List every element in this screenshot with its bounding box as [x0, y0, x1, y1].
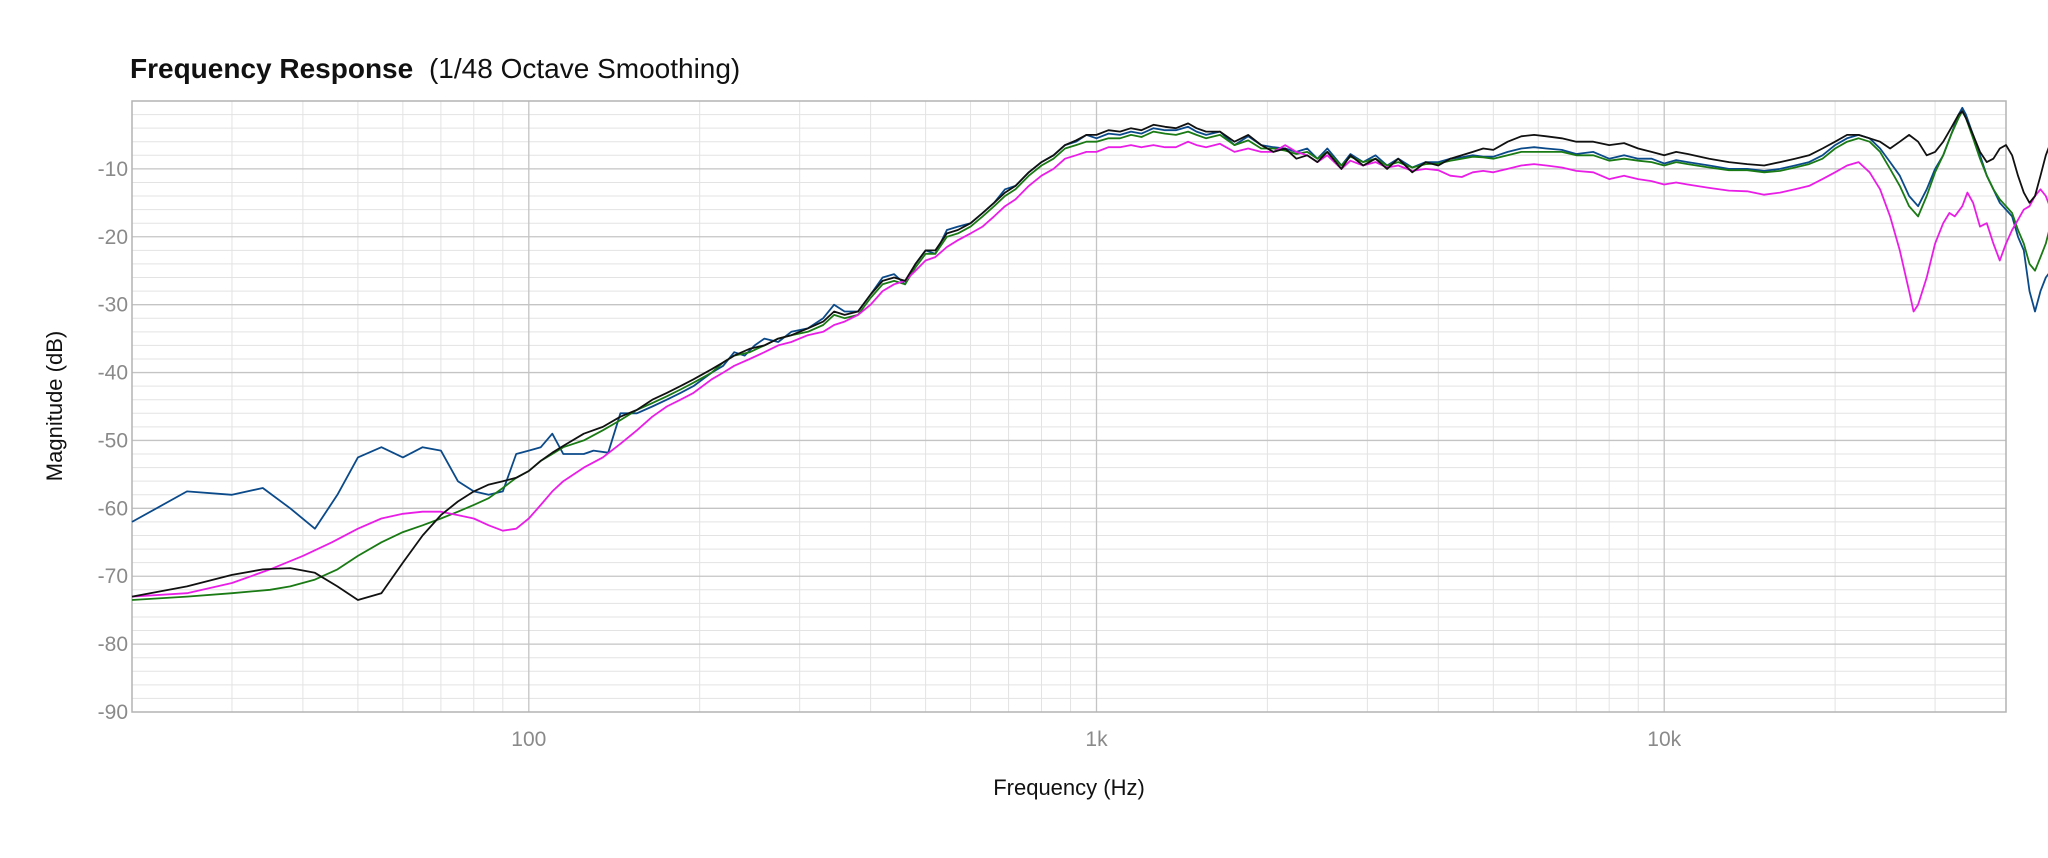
series-line-4 — [131, 110, 2048, 601]
y-axis-label: Magnitude (dB) — [42, 331, 67, 481]
y-tick-label: -60 — [98, 497, 128, 520]
y-tick-label: -80 — [98, 633, 128, 656]
x-tick-label: 10k — [1647, 728, 1681, 751]
x-tick-label: 1k — [1085, 728, 1108, 751]
major-gridlines — [132, 101, 2006, 712]
y-tick-label: -20 — [98, 226, 128, 249]
chart-title: Frequency Response (1/48 Octave Smoothin… — [130, 53, 740, 84]
minor-y-gridlines — [132, 114, 2006, 699]
x-axis-label: Frequency (Hz) — [993, 775, 1145, 800]
minor-x-gridlines — [231, 101, 1936, 712]
x-tick-label: 100 — [511, 728, 546, 751]
y-tick-label: -50 — [98, 429, 128, 452]
y-tick-label: -40 — [98, 362, 128, 385]
chart-subtitle: (1/48 Octave Smoothing) — [429, 53, 740, 84]
y-tick-labels: -10 -20 -30 -40 -50 -60 -70 -80 -90 — [98, 158, 128, 724]
y-tick-label: -30 — [98, 294, 128, 317]
series-line-2 — [131, 110, 2048, 601]
y-tick-label: -10 — [98, 158, 128, 181]
y-tick-label: -70 — [98, 565, 128, 588]
x-tick-labels: 100 1k 10k — [511, 728, 1681, 751]
plot-frame — [131, 100, 2007, 713]
series-layer — [131, 106, 2048, 601]
series-line-3 — [131, 140, 2048, 598]
chart-title-main: Frequency Response — [130, 53, 413, 84]
y-tick-label: -90 — [98, 701, 128, 724]
